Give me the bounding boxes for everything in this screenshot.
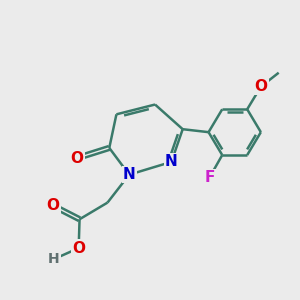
- Text: O: O: [71, 151, 84, 166]
- Text: O: O: [254, 79, 267, 94]
- Text: N: N: [123, 167, 136, 182]
- Text: N: N: [165, 154, 178, 169]
- Text: F: F: [204, 170, 214, 185]
- Text: H: H: [48, 252, 60, 266]
- Text: O: O: [72, 241, 85, 256]
- Text: O: O: [46, 198, 59, 213]
